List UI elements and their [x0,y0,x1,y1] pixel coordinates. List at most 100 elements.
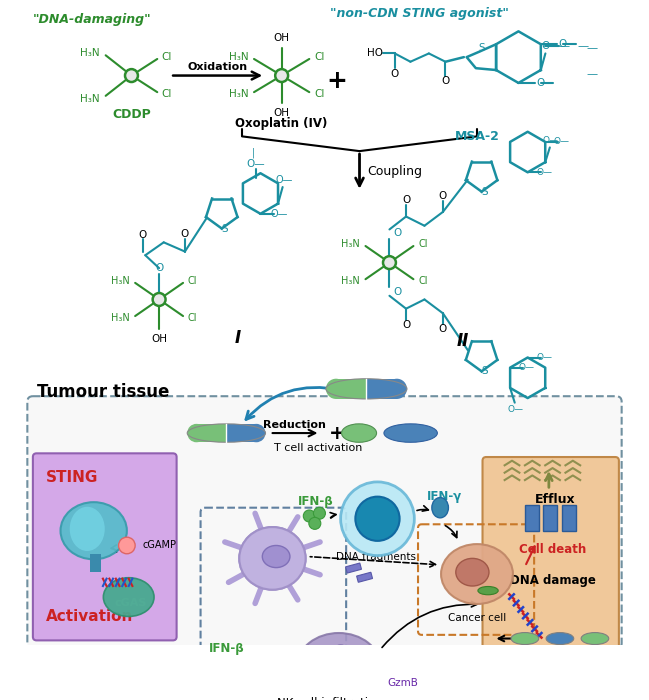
Circle shape [303,510,315,522]
Text: GzmB: GzmB [388,678,419,688]
Ellipse shape [103,578,154,617]
Text: S: S [478,43,485,53]
Text: |: | [251,148,254,158]
Text: Tumour tissue: Tumour tissue [36,384,169,401]
Text: Cl: Cl [314,89,324,99]
Ellipse shape [387,379,407,399]
Text: H₃N: H₃N [341,276,360,286]
Text: Oxidation: Oxidation [187,62,247,72]
Text: O: O [559,39,567,49]
Text: Pt: Pt [353,428,365,438]
Text: O—: O— [536,353,552,362]
Text: Pt: Pt [153,295,165,304]
Bar [345,563,361,573]
Circle shape [125,69,138,82]
Text: IFN-β: IFN-β [298,495,334,508]
FancyBboxPatch shape [33,454,177,640]
Text: O—: O— [508,405,524,414]
Text: MSA-2: MSA-2 [395,428,427,438]
Text: Coupling: Coupling [367,165,422,178]
Ellipse shape [326,379,346,399]
Text: Cl: Cl [314,52,324,62]
Text: S: S [221,223,228,234]
Text: —: — [587,43,598,53]
Text: O: O [181,229,189,239]
Ellipse shape [378,676,396,690]
Ellipse shape [581,633,609,645]
Circle shape [214,657,226,669]
Text: H₃N: H₃N [341,239,360,249]
Circle shape [224,654,236,666]
Text: "DNA-damaging": "DNA-damaging" [33,13,151,26]
Text: O: O [537,78,545,88]
Text: OH: OH [274,34,289,43]
Text: —: — [587,69,598,78]
Text: Oxoplatin (IV): Oxoplatin (IV) [236,117,328,130]
Text: H₃N: H₃N [229,52,249,62]
Text: O: O [391,69,399,78]
Text: IFN-β: IFN-β [208,642,244,655]
Ellipse shape [247,424,265,442]
FancyBboxPatch shape [27,396,622,649]
Text: O—: O— [543,136,559,146]
Text: MSA-2: MSA-2 [454,130,500,143]
Text: O: O [439,324,447,334]
Text: CDDP: CDDP [112,108,151,121]
Text: OH: OH [274,108,289,118]
Circle shape [309,517,321,529]
Text: NK cell infiltration: NK cell infiltration [276,696,382,700]
Text: Pt: Pt [276,71,288,80]
Ellipse shape [262,545,290,568]
Text: MSA-2: MSA-2 [230,428,262,438]
Text: "non-CDN STING agonist": "non-CDN STING agonist" [330,8,508,20]
Text: DNA fragments: DNA fragments [336,552,415,561]
Circle shape [219,665,232,677]
Bar [227,424,256,442]
Text: O—: O— [554,137,570,146]
Text: Reduction: Reduction [263,420,326,430]
Text: S: S [481,366,487,377]
Text: O: O [155,263,164,273]
Circle shape [383,256,396,269]
Ellipse shape [456,559,489,586]
Ellipse shape [384,424,437,442]
Text: Pt: Pt [126,71,138,80]
Circle shape [153,293,165,306]
Ellipse shape [341,424,376,442]
Circle shape [275,69,288,82]
Bar [525,505,539,531]
Circle shape [313,508,325,519]
Bar [357,572,373,582]
Ellipse shape [239,527,306,589]
Bar [543,505,557,531]
Ellipse shape [432,498,448,518]
Text: DNA damage: DNA damage [509,574,596,587]
Bar [367,379,397,399]
Circle shape [119,537,135,554]
Text: Activation: Activation [46,609,133,624]
Bar [197,424,227,442]
Ellipse shape [511,633,539,645]
Text: O: O [441,76,450,86]
Bar [562,505,576,531]
Text: Cl: Cl [188,313,197,323]
Text: Efflux: Efflux [535,493,576,506]
Ellipse shape [297,633,380,699]
Text: O: O [402,321,410,330]
Text: IFN-γ: IFN-γ [427,490,462,503]
Ellipse shape [441,544,513,604]
Text: Cl: Cl [162,52,172,62]
Text: I: I [234,329,241,347]
FancyBboxPatch shape [482,457,619,653]
Text: H₃N: H₃N [80,94,99,104]
Text: +: + [328,424,345,442]
Text: Pt: Pt [201,428,213,438]
Ellipse shape [187,424,206,442]
Text: OH: OH [151,335,167,344]
Text: O: O [138,230,147,240]
Text: DC: DC [263,559,282,572]
Text: O: O [439,191,447,202]
Text: O: O [402,195,410,205]
Ellipse shape [314,652,338,670]
Ellipse shape [239,527,306,589]
